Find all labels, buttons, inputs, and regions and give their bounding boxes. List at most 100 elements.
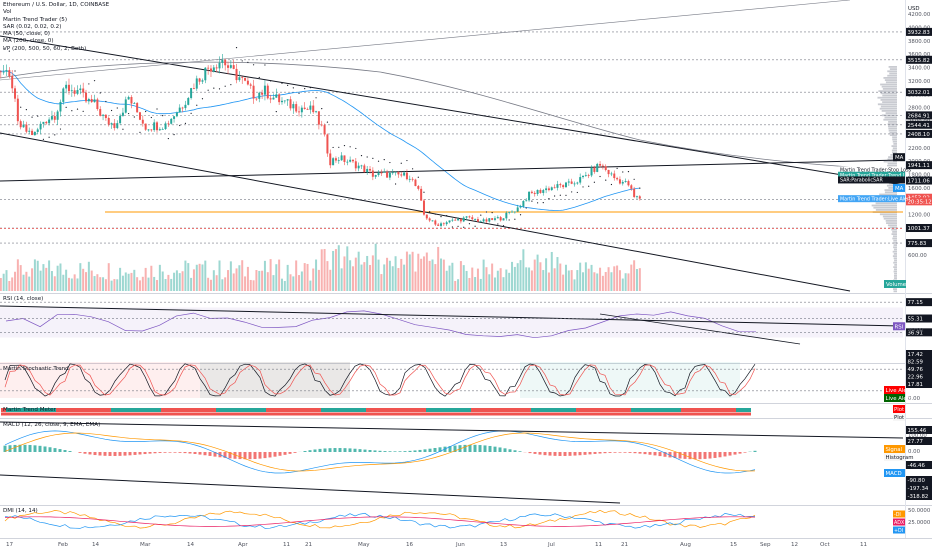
annotation-label: Martin Trend Trader:Trend Line xyxy=(840,173,913,179)
volume-bar xyxy=(229,261,232,291)
meter-cell xyxy=(346,412,351,416)
rsi-pane-title: RSI (14, close) xyxy=(3,296,44,302)
meter-cell xyxy=(36,412,41,416)
volume-bar xyxy=(198,263,201,291)
time-tick-label: 21 xyxy=(305,542,313,548)
sar-dot xyxy=(173,134,175,136)
candle-body xyxy=(195,78,198,89)
meter-cell xyxy=(91,412,96,416)
time-tick-label: Feb xyxy=(58,542,68,548)
volume-bar xyxy=(224,277,227,291)
macd-histogram-bar xyxy=(43,446,47,452)
volume-bar xyxy=(79,263,82,291)
macd-histogram-bar xyxy=(33,445,37,452)
candle-body xyxy=(229,65,232,68)
volume-bar xyxy=(621,278,624,291)
volume-bar xyxy=(635,269,638,291)
macd-tick-label: 0.00 xyxy=(908,449,921,455)
volume-bar xyxy=(462,265,465,291)
volume-bar xyxy=(215,275,218,291)
sar-dot xyxy=(610,183,613,186)
volume-bar xyxy=(178,273,181,291)
macd-histogram-bar xyxy=(288,452,292,454)
volume-bar xyxy=(184,260,187,291)
meter-cell xyxy=(601,412,606,416)
price-tick-label: 600.00 xyxy=(908,253,927,259)
volume-profile-bar xyxy=(883,217,897,220)
indicator-legend-5[interactable]: VP (200, 500, 50, 60, 2, Both) xyxy=(3,45,87,52)
macd-histogram-bar xyxy=(183,452,187,454)
meter-cell xyxy=(256,412,261,416)
indicator-legend-3[interactable]: MA (50, close, 0) xyxy=(3,31,50,38)
volume-bar xyxy=(559,263,562,291)
indicator-legend-1[interactable]: Martin Trend Trader (5) xyxy=(3,16,68,23)
sar-dot xyxy=(213,87,215,89)
meter-cell xyxy=(671,412,676,416)
volume-profile-bar xyxy=(884,116,897,119)
dmi-tag xyxy=(893,526,905,534)
candle-body xyxy=(371,170,374,177)
meter-cell xyxy=(341,412,346,416)
meter-cell xyxy=(426,408,431,412)
volume-bar xyxy=(244,276,247,291)
meter-cell xyxy=(696,412,701,416)
macd-histogram-bar xyxy=(703,452,707,459)
meter-cell xyxy=(151,408,156,412)
macd-histogram-bar xyxy=(578,452,582,456)
meter-cell xyxy=(241,412,246,416)
macd-histogram-bar xyxy=(408,450,412,452)
macd-histogram-bar xyxy=(448,446,452,452)
time-tick-label: Aug xyxy=(680,542,691,548)
candle-body xyxy=(539,189,542,193)
indicator-legend-4[interactable]: MA (200, close, 0) xyxy=(3,38,54,45)
meter-cell xyxy=(296,408,301,412)
meter-cell xyxy=(676,408,681,412)
volume-bar xyxy=(502,277,505,291)
candle-body xyxy=(275,94,278,98)
macd-histogram-bar xyxy=(78,452,82,453)
volume-bar xyxy=(343,256,346,291)
meter-cell xyxy=(206,408,211,412)
level-tag-label: 3515.82 xyxy=(908,58,930,64)
volume-profile-bar xyxy=(893,270,897,273)
volume-bar xyxy=(153,276,156,291)
candle-body xyxy=(394,171,397,173)
meter-tag-label: Plot xyxy=(894,407,904,413)
volume-bar xyxy=(65,269,68,291)
rsi-trend-line xyxy=(599,313,801,345)
volume-bar xyxy=(85,272,88,291)
meter-cell xyxy=(461,408,466,412)
volume-bar xyxy=(326,261,329,291)
candle-body xyxy=(442,223,445,225)
indicator-legend-2[interactable]: SAR (0.02, 0.02, 0.2) xyxy=(3,23,62,30)
stoch-bg-green xyxy=(520,362,740,398)
candle-body xyxy=(232,65,235,69)
dmi-plus-line xyxy=(4,512,756,529)
candle-body xyxy=(414,179,417,187)
volume-bar xyxy=(536,254,539,291)
sar-dot xyxy=(525,207,527,209)
meter-cell xyxy=(186,408,191,412)
level-tag xyxy=(906,111,932,120)
candle-body xyxy=(329,153,332,166)
level-tag xyxy=(906,88,932,97)
candle-body xyxy=(471,217,474,220)
candle-body xyxy=(377,172,380,176)
meter-cell xyxy=(516,412,521,416)
volume-bar xyxy=(405,251,408,291)
meter-cell xyxy=(366,408,371,412)
volume-bar xyxy=(283,280,286,291)
meter-cell xyxy=(326,408,331,412)
meter-cell xyxy=(166,412,171,416)
macd-histogram-bar xyxy=(158,452,162,453)
candle-body xyxy=(482,219,485,222)
volume-bar xyxy=(53,276,56,291)
candle-body xyxy=(249,84,252,86)
macd-histogram-bar xyxy=(143,452,147,455)
macd-histogram-bar xyxy=(693,452,697,460)
candle-body xyxy=(70,90,73,92)
macd-level-label: -46.46 xyxy=(908,463,926,469)
meter-cell xyxy=(206,412,211,416)
